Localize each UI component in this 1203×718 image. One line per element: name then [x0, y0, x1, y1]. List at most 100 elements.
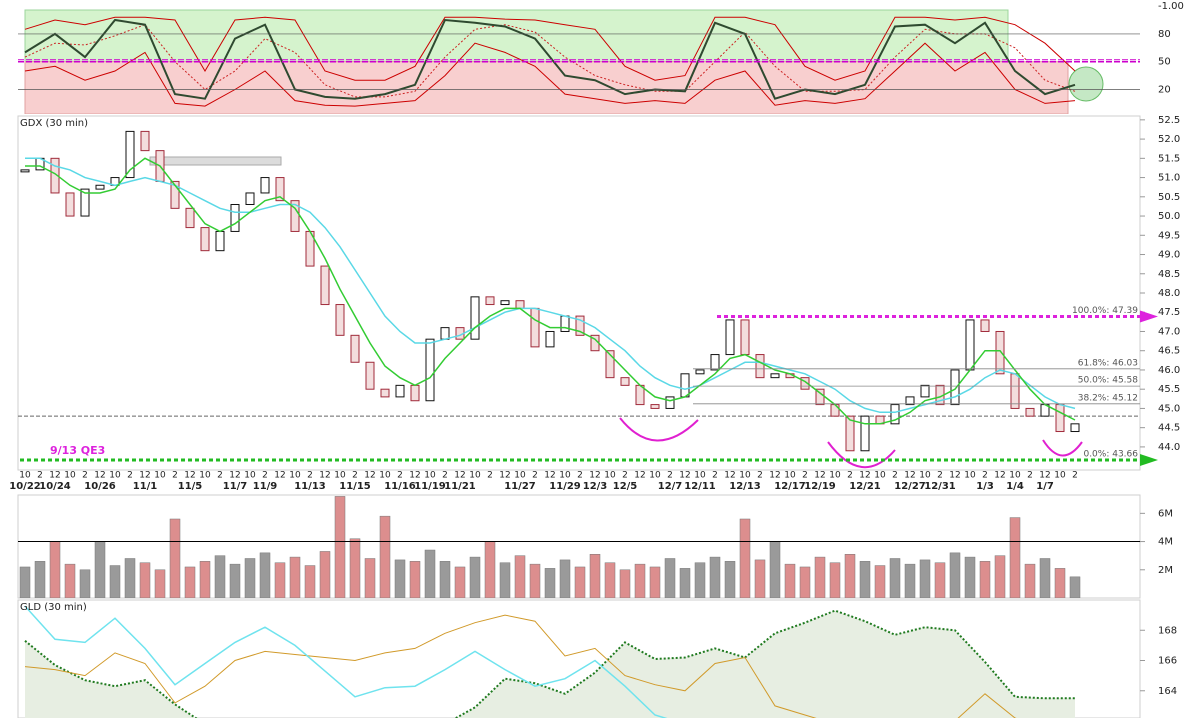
x-tick-sublabel: 2 — [487, 471, 493, 481]
candle — [770, 373, 780, 379]
x-tick-sublabel: 10 — [874, 471, 886, 481]
volume-bar — [919, 559, 931, 598]
volume-bar — [574, 566, 586, 598]
x-tick-sublabel: 2 — [847, 471, 853, 481]
volume-bar — [874, 565, 886, 598]
x-tick-sublabel: 2 — [622, 471, 628, 481]
x-tick-sublabel: 2 — [1072, 471, 1078, 481]
volume-bar — [904, 563, 916, 598]
x-tick-sublabel: 10 — [919, 471, 931, 481]
y-tick-label: 2M — [1158, 565, 1173, 576]
candle — [65, 192, 75, 217]
x-tick-sublabel: 10 — [334, 471, 346, 481]
volume-bar — [229, 563, 241, 598]
candle — [740, 319, 750, 356]
volume-bar — [124, 558, 136, 598]
top-label: -1.00 — [1158, 1, 1184, 12]
y-tick-label: 50.0 — [1158, 211, 1180, 222]
y-tick-label: 47.5 — [1158, 307, 1180, 318]
x-tick-label: 10/24 — [39, 481, 71, 492]
x-tick-sublabel: 12 — [949, 471, 960, 481]
volume-bar — [274, 562, 286, 598]
y-tick-label: 48.5 — [1158, 269, 1180, 280]
volume-bar — [559, 559, 571, 598]
x-tick-sublabel: 10 — [514, 471, 526, 481]
x-tick-sublabel: 12 — [274, 471, 285, 481]
candle — [800, 377, 810, 390]
x-tick-sublabel: 2 — [172, 471, 178, 481]
x-tick-sublabel: 2 — [802, 471, 808, 481]
y-tick-label: 52.0 — [1158, 134, 1180, 145]
x-tick-label: 11/15 — [339, 481, 371, 492]
x-tick-label: 1/4 — [1006, 481, 1024, 492]
volume-bar — [859, 561, 871, 598]
x-tick-label: 11/13 — [294, 481, 326, 492]
upper-band — [24, 9, 1009, 63]
x-tick-sublabel: 10 — [829, 471, 841, 481]
candle — [200, 227, 210, 252]
level-arrow — [1140, 453, 1158, 466]
x-tick-sublabel: 2 — [982, 471, 988, 481]
volume-bar — [454, 566, 466, 598]
y-tick-label: 50.5 — [1158, 192, 1180, 203]
x-tick-sublabel: 10 — [1009, 471, 1021, 481]
area — [25, 610, 1075, 718]
y-tick-label: 50 — [1158, 57, 1171, 68]
candle — [530, 307, 540, 348]
x-tick-label: 12/11 — [684, 481, 716, 492]
cup-arc — [1042, 439, 1083, 457]
level-label: 50.0%: 45.58 — [1078, 376, 1139, 386]
volume-bar — [469, 556, 481, 598]
candle — [665, 396, 675, 409]
candle — [920, 384, 930, 398]
x-tick-label: 12/3 — [583, 481, 608, 492]
x-tick-sublabel: 10 — [784, 471, 796, 481]
panel-title: GDX (30 min) — [20, 118, 88, 129]
volume-bar — [964, 556, 976, 598]
candle — [695, 369, 705, 375]
volume-bar — [79, 569, 91, 598]
volume-bar — [64, 563, 76, 598]
y-tick-label: 166 — [1158, 656, 1177, 667]
annotation: 9/13 QE3 — [50, 444, 105, 457]
volume-bar — [184, 566, 196, 598]
volume-bar — [484, 541, 496, 598]
level-arrow — [1140, 310, 1158, 323]
x-tick-sublabel: 10 — [289, 471, 301, 481]
candle — [500, 300, 510, 306]
lower-band — [24, 61, 1069, 114]
x-tick-label: 10/26 — [84, 481, 116, 492]
candle — [50, 157, 60, 194]
line — [25, 157, 1076, 414]
volume-bar — [34, 561, 46, 598]
volume-bar — [349, 538, 361, 598]
x-tick-sublabel: 2 — [532, 471, 538, 481]
highlight-circle — [1068, 66, 1104, 102]
volume-bar — [724, 561, 736, 598]
volume-bar — [379, 515, 391, 598]
candle — [125, 130, 135, 179]
x-tick-label: 1/3 — [976, 481, 994, 492]
candle — [1010, 373, 1020, 409]
volume-bar — [1054, 568, 1066, 598]
x-tick-sublabel: 10 — [964, 471, 976, 481]
level-label: 0.0%: 43.66 — [1083, 449, 1138, 459]
cup-arc — [619, 417, 699, 442]
volume-bar — [829, 562, 841, 598]
x-tick-sublabel: 12 — [814, 471, 825, 481]
x-tick-sublabel: 2 — [37, 471, 43, 481]
x-tick-sublabel: 2 — [442, 471, 448, 481]
volume-bar — [154, 569, 166, 598]
volume-bar — [244, 558, 256, 598]
candle — [440, 327, 450, 340]
x-tick-label: 1/7 — [1036, 481, 1054, 492]
x-tick-sublabel: 10 — [739, 471, 751, 481]
volume-bar — [739, 518, 751, 598]
candle — [980, 319, 990, 332]
panel — [18, 496, 1140, 598]
y-tick-label: 6M — [1158, 508, 1173, 519]
candle — [290, 200, 300, 232]
x-tick-sublabel: 12 — [859, 471, 870, 481]
